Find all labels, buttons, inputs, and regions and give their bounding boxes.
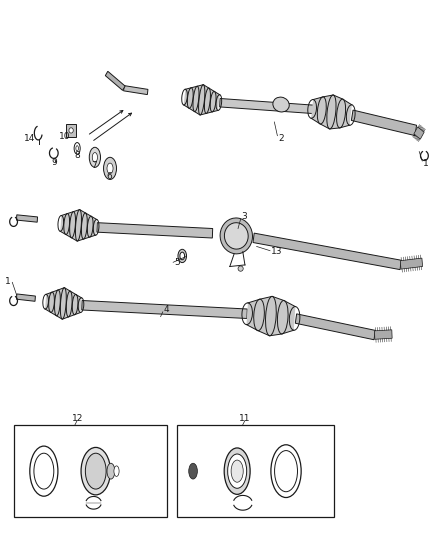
Ellipse shape [228, 454, 247, 488]
Text: 4: 4 [164, 305, 169, 314]
Ellipse shape [76, 146, 78, 151]
Ellipse shape [178, 249, 187, 263]
Ellipse shape [92, 152, 98, 162]
Polygon shape [247, 296, 295, 336]
Text: 3: 3 [241, 212, 247, 221]
Ellipse shape [107, 163, 113, 174]
Ellipse shape [114, 466, 119, 477]
Text: 14: 14 [24, 134, 35, 143]
Polygon shape [45, 288, 81, 319]
Ellipse shape [81, 447, 110, 495]
Ellipse shape [220, 218, 252, 254]
Polygon shape [400, 258, 423, 269]
Ellipse shape [69, 128, 73, 133]
Polygon shape [184, 85, 220, 115]
Ellipse shape [107, 463, 115, 479]
Polygon shape [295, 314, 375, 340]
Text: 5: 5 [174, 259, 180, 268]
Ellipse shape [275, 450, 297, 492]
Ellipse shape [89, 147, 100, 167]
Text: 9: 9 [52, 158, 57, 167]
Text: 11: 11 [239, 414, 251, 423]
Text: 1: 1 [423, 159, 429, 167]
Bar [66, 124, 76, 137]
Polygon shape [374, 330, 392, 340]
Ellipse shape [273, 97, 289, 112]
Ellipse shape [34, 453, 54, 489]
Ellipse shape [189, 463, 198, 479]
Text: 12: 12 [71, 414, 83, 423]
Polygon shape [60, 209, 97, 241]
Polygon shape [124, 86, 148, 94]
Ellipse shape [224, 223, 248, 249]
Ellipse shape [180, 252, 184, 260]
Text: 1: 1 [5, 277, 11, 286]
Polygon shape [311, 95, 352, 129]
Polygon shape [82, 301, 247, 319]
Ellipse shape [30, 446, 58, 496]
Ellipse shape [238, 266, 243, 271]
Text: 6: 6 [106, 172, 112, 181]
Ellipse shape [74, 142, 80, 154]
Bar [177, 425, 335, 517]
Ellipse shape [85, 453, 106, 489]
Text: 13: 13 [271, 247, 283, 256]
Polygon shape [414, 127, 424, 139]
Ellipse shape [271, 445, 301, 497]
Polygon shape [253, 233, 401, 270]
Polygon shape [97, 223, 213, 238]
Polygon shape [220, 99, 317, 114]
Text: 8: 8 [75, 151, 81, 160]
Text: 10: 10 [59, 132, 71, 141]
Bar [14, 425, 167, 517]
Polygon shape [16, 294, 35, 301]
Ellipse shape [231, 460, 243, 482]
Ellipse shape [224, 448, 250, 494]
Ellipse shape [103, 157, 117, 180]
Text: 7: 7 [92, 161, 97, 169]
Polygon shape [17, 215, 38, 222]
Text: 2: 2 [279, 134, 284, 143]
Polygon shape [351, 110, 417, 135]
Polygon shape [105, 71, 125, 91]
